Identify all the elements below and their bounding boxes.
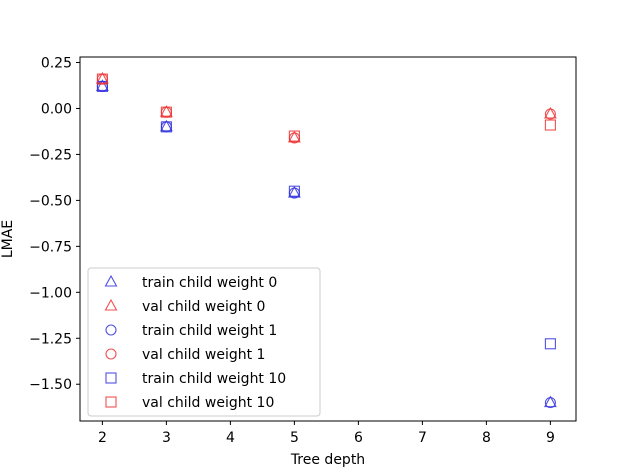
x-tick-label: 6	[354, 430, 363, 446]
circle-marker	[544, 108, 556, 120]
legend-entry-label: train child weight 1	[142, 323, 277, 339]
data-points	[95, 71, 557, 409]
legend-triangle-icon	[104, 274, 118, 287]
x-tick-label: 8	[482, 430, 491, 446]
y-tick-label: −0.25	[29, 147, 72, 163]
y-tick-label: −1.25	[29, 331, 72, 347]
legend-square-icon	[105, 396, 117, 408]
y-axis-label: LMAE	[0, 220, 16, 258]
axis-ticks: 2 3 4 5 6 7 8 9 0.25 0.00 −0.25 −0.50 −0.75 −1.00 −1.2…	[29, 56, 555, 446]
x-tick-label: 9	[546, 430, 555, 446]
x-tick-label: 3	[162, 430, 171, 446]
triangle-marker	[543, 395, 557, 408]
square-marker	[160, 106, 172, 118]
triangle-marker	[543, 106, 557, 119]
y-tick-label: −0.50	[29, 193, 72, 209]
y-tick-label: −1.00	[29, 285, 72, 301]
legend-triangle-icon	[104, 298, 118, 311]
square-marker	[288, 185, 300, 197]
y-tick-label: 0.25	[41, 56, 72, 72]
legend-square-icon	[105, 372, 117, 384]
square-marker	[96, 73, 108, 85]
square-marker	[96, 80, 108, 92]
triangle-marker	[95, 71, 109, 84]
legend-circle-icon	[105, 324, 117, 336]
x-tick-label: 5	[290, 430, 299, 446]
y-tick-label: −1.50	[29, 377, 72, 393]
triangle-marker	[287, 130, 301, 143]
y-tick-label: −0.75	[29, 239, 72, 255]
legend-entry-label: val child weight 10	[142, 395, 274, 411]
square-marker	[288, 130, 300, 142]
circle-marker	[544, 397, 556, 409]
y-tick-label: 0.00	[41, 101, 72, 117]
triangle-marker	[287, 185, 301, 198]
legend-entry-label: train child weight 0	[142, 275, 277, 291]
square-marker	[544, 119, 556, 131]
legend: train child weight 0 val child weight 0 tr…	[87, 267, 321, 417]
square-marker	[544, 338, 556, 350]
triangle-marker	[159, 119, 173, 132]
x-axis-label: Tree depth	[290, 452, 365, 468]
square-marker	[160, 121, 172, 133]
x-tick-label: 4	[226, 430, 235, 446]
triangle-marker	[159, 105, 173, 117]
legend-entry-label: train child weight 10	[142, 371, 286, 387]
x-tick-label: 2	[98, 430, 107, 446]
legend-entry-label: val child weight 0	[142, 299, 265, 315]
triangle-marker	[95, 79, 109, 91]
legend-circle-icon	[105, 348, 117, 360]
legend-box	[87, 267, 321, 417]
x-tick-label: 7	[418, 430, 427, 446]
legend-entry-label: val child weight 1	[142, 347, 265, 363]
